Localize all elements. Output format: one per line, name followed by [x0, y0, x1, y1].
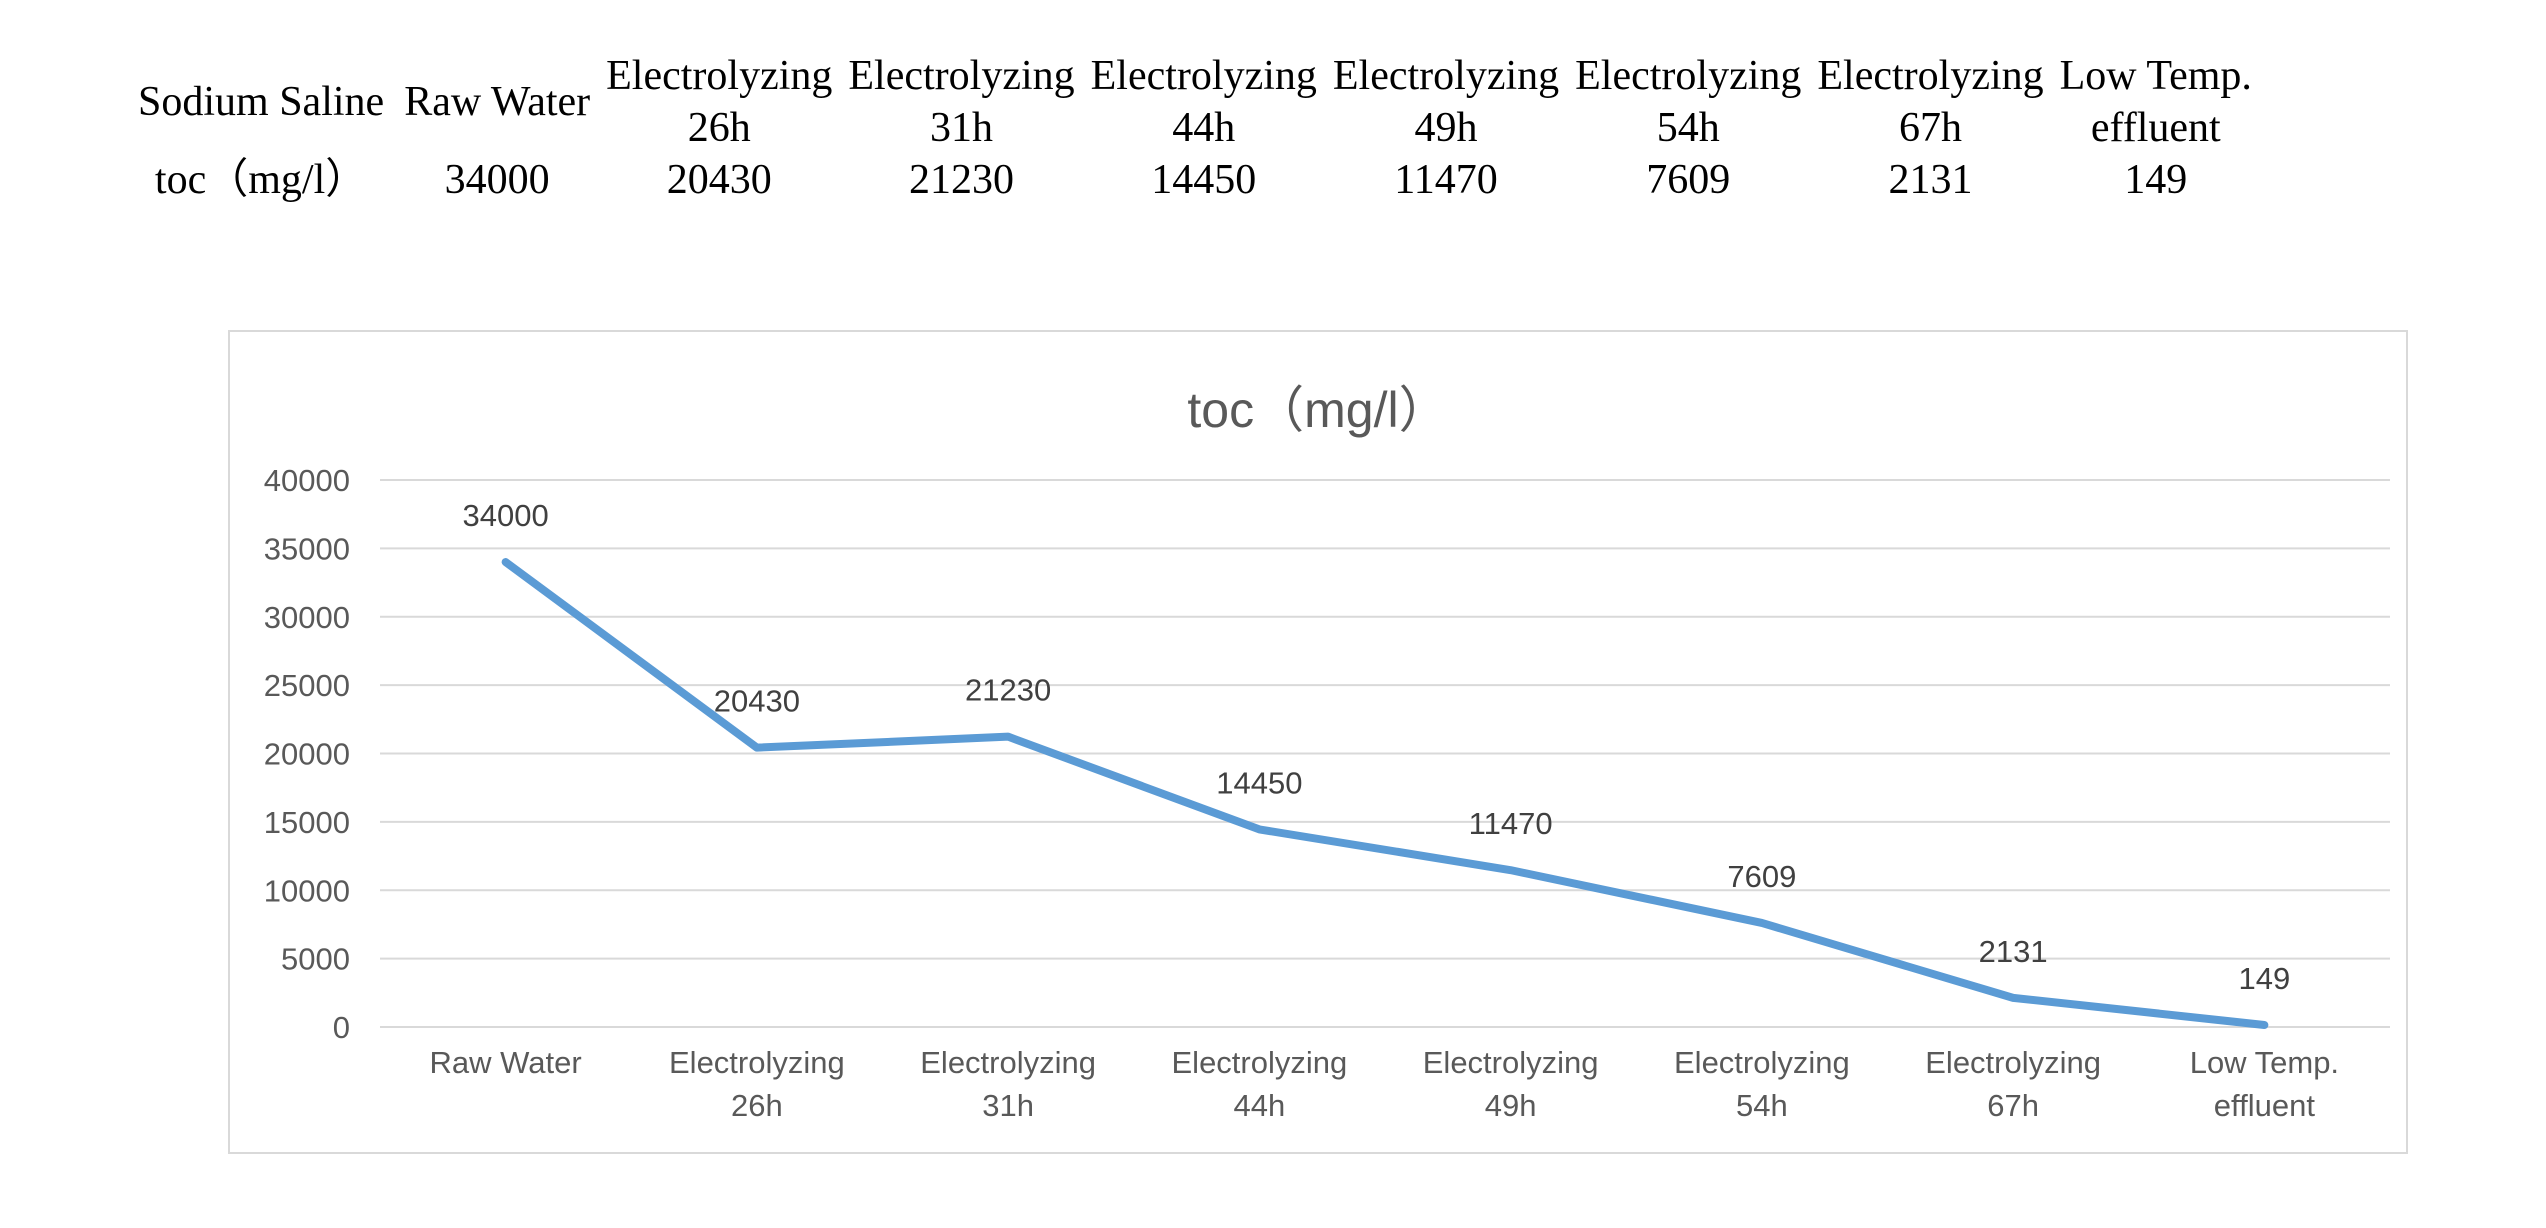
x-tick-label: Electrolyzing 44h — [1172, 1045, 1348, 1123]
table-value-cell: 2131 — [1888, 157, 1973, 203]
data-label: 149 — [2239, 961, 2291, 996]
row-header-sodium-saline: Sodium Saline — [138, 79, 385, 125]
table-header-cell: Low Temp. effluent — [2059, 53, 2252, 151]
x-tick-label: Electrolyzing 49h — [1423, 1045, 1599, 1123]
table-value-cell: 34000 — [444, 157, 550, 203]
table-header-cell: Electrolyzing 44h — [1090, 53, 1317, 151]
data-label: 34000 — [463, 498, 549, 533]
y-tick-label: 10000 — [264, 873, 350, 908]
table-value-cell: 21230 — [909, 157, 1015, 203]
table-value-cell: 14450 — [1151, 157, 1257, 203]
table-value-cell: 11470 — [1394, 157, 1498, 203]
table-header-cell: Electrolyzing 67h — [1817, 53, 2044, 151]
table-value-cell: 20430 — [666, 157, 772, 203]
table-header-cell: Raw Water — [404, 79, 591, 125]
y-tick-label: 30000 — [264, 600, 350, 635]
x-tick-label: Electrolyzing 54h — [1674, 1045, 1850, 1123]
x-tick-label: Low Temp. effluent — [2190, 1045, 2339, 1123]
table-row: Sodium Saline Raw Water Electrolyzing 26h… — [130, 50, 2260, 154]
data-label: 14450 — [1216, 765, 1302, 800]
table-header-cell: Electrolyzing 54h — [1575, 53, 1802, 151]
y-tick-label: 20000 — [264, 737, 350, 772]
x-tick-label: Electrolyzing 67h — [1925, 1045, 2101, 1123]
chart-title: toc（mg/l） — [1187, 382, 1449, 438]
table-row: toc（mg/l） 34000 20430 21230 14450 11470 7609 2… — [130, 154, 2260, 206]
x-tick-label: Electrolyzing 31h — [920, 1045, 1096, 1123]
series-line — [501, 558, 2269, 1029]
y-tick-label: 40000 — [264, 463, 350, 498]
table-value-cell: 149 — [2124, 157, 2188, 203]
data-label: 21230 — [965, 673, 1051, 708]
x-tick-label: Raw Water — [430, 1045, 582, 1080]
y-tick-label: 25000 — [264, 668, 350, 703]
table-header-cell: Electrolyzing 49h — [1332, 53, 1560, 151]
x-tick-label: Electrolyzing 26h — [669, 1045, 845, 1123]
chart-frame: toc（mg/l） — [228, 330, 2408, 1154]
row-header-toc: toc（mg/l） — [154, 157, 368, 203]
data-label: 2131 — [1979, 934, 2048, 969]
y-tick-label: 15000 — [264, 805, 350, 840]
y-tick-label: 35000 — [264, 531, 350, 566]
data-label: 11470 — [1469, 806, 1553, 841]
data-table: Sodium Saline Raw Water Electrolyzing 26h… — [130, 50, 2260, 206]
table-header-cell: Electrolyzing 26h — [606, 53, 833, 151]
table-header-cell: Electrolyzing 31h — [848, 53, 1075, 151]
y-tick-label: 5000 — [281, 942, 350, 977]
data-label: 20430 — [714, 684, 800, 719]
table-value-cell: 7609 — [1646, 157, 1731, 203]
data-label: 7609 — [1727, 859, 1796, 894]
y-tick-label: 0 — [333, 1010, 350, 1045]
